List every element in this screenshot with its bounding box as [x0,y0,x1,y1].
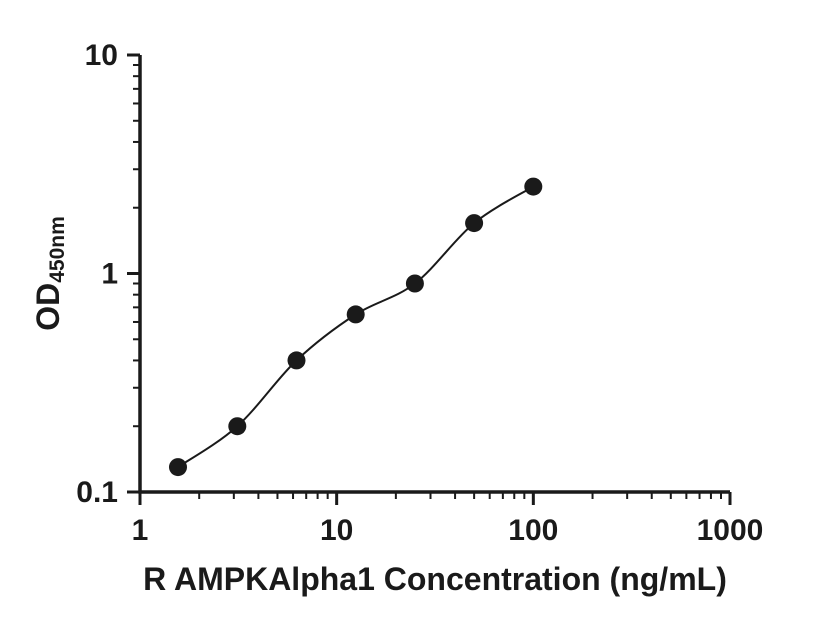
data-point [524,177,543,196]
x-tick-label: 100 [508,514,558,547]
data-point [346,305,365,324]
data-point [287,351,306,370]
axis-tick-labels: 1 10 100 1000 0.1 1 10 [76,39,763,547]
data-series [169,177,543,477]
y-axis-title: OD450nm [30,216,69,331]
y-tick-label: 1 [101,258,118,291]
x-axis-title: R AMPKAlpha1 Concentration (ng/mL) [143,561,727,597]
data-point [169,458,187,477]
data-point [405,274,424,293]
y-axis-title-subscript: 450nm [46,216,69,283]
x-tick-label: 1000 [697,514,764,547]
x-tick-label: 10 [320,514,353,547]
data-point [465,214,484,233]
data-point [228,417,247,436]
x-tick-label: 1 [132,514,149,547]
y-axis-title-main: OD [30,283,66,331]
axis-ticks [127,53,732,505]
y-tick-label: 0.1 [76,476,118,509]
y-tick-label: 10 [85,39,118,72]
